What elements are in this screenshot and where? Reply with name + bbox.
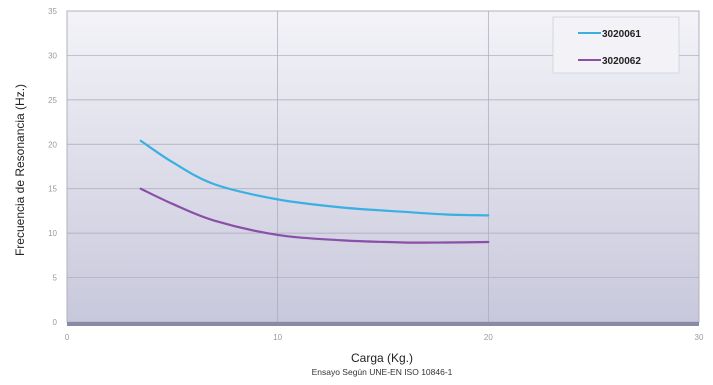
x-tick-label: 0 [65,333,70,342]
y-tick-label: 0 [53,318,58,327]
y-tick-label: 15 [48,185,57,194]
y-tick-label: 20 [48,140,57,149]
x-axis-ticks: 0 10 20 30 [65,333,704,342]
legend-label-3020061: 3020061 [602,29,641,40]
series-lines [139,139,490,244]
legend-label-3020062: 3020062 [602,56,641,67]
y-tick-label: 25 [48,96,57,105]
legend: 3020061 3020062 [552,16,680,74]
plot-floor [67,322,699,326]
y-tick-label: 35 [48,7,57,16]
y-axis-title: Frecuencia de Resonancia (Hz.) [13,84,27,256]
chart-caption: Ensayo Según UNE-EN ISO 10846-1 [312,367,453,377]
legend-box [552,16,680,74]
y-tick-label: 10 [48,229,57,238]
series-line-3020061 [139,139,490,217]
x-tick-label: 10 [273,333,282,342]
y-tick-label: 30 [48,51,57,60]
series-line-3020062 [139,187,490,244]
y-axis-ticks: 0 5 10 15 20 25 30 35 [48,7,57,327]
y-tick-label: 5 [53,274,58,283]
x-tick-label: 30 [695,333,704,342]
x-tick-label: 20 [484,333,493,342]
x-axis-title: Carga (Kg.) [351,351,413,365]
